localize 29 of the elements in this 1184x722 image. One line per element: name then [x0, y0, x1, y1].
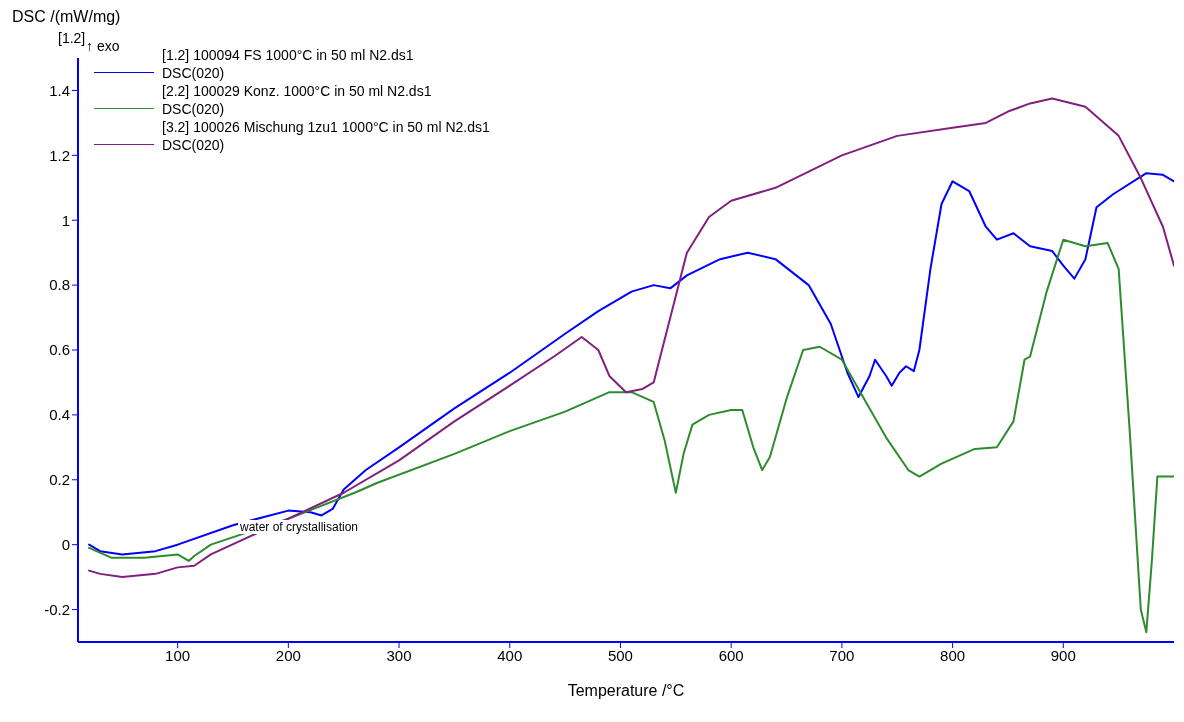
- y-tick-label: 1: [61, 211, 70, 229]
- y-tick-label: 0.4: [49, 406, 70, 424]
- x-tick-label: 300: [386, 646, 412, 664]
- y-tick-label: 0: [61, 535, 70, 553]
- legend-label: [3.2] 100026 Mischung 1zu1 1000°C in 50 ml N2.ds1 DSC(020): [162, 118, 490, 154]
- x-tick-label: 200: [275, 646, 301, 664]
- y-tick-label: 1.4: [49, 81, 70, 99]
- x-tick-label: 500: [607, 646, 633, 664]
- line-series: [88, 172, 1174, 556]
- y-tick-label: -0.2: [44, 600, 70, 618]
- x-axis-title: Temperature /°C: [567, 682, 685, 699]
- y-axis-title: DSC /(mW/mg): [12, 8, 121, 26]
- x-tick-label: 700: [829, 646, 855, 664]
- y-tick-label: 0.2: [49, 471, 70, 489]
- line-series: [88, 97, 1174, 579]
- y-tick-label: 0.6: [49, 341, 70, 359]
- x-tick-label: 800: [940, 646, 966, 664]
- x-tick-label: 600: [718, 646, 744, 664]
- legend-label: [2.2] 100029 Konz. 1000°C in 50 ml N2.ds1 DSC(020): [162, 82, 432, 118]
- line-series: [88, 238, 1174, 634]
- x-tick-label: 400: [497, 646, 523, 664]
- legend-label: [1.2] 100094 FS 1000°C in 50 ml N2.ds1 DSC(020): [162, 46, 414, 82]
- text: ↑ exo: [86, 38, 120, 54]
- y-tick-label: 0.8: [49, 276, 70, 294]
- x-tick-label: 100: [165, 646, 191, 664]
- x-tick-label: 900: [1050, 646, 1076, 664]
- y-tick-label: 1.2: [49, 146, 70, 164]
- annotation: water of crystallisation: [238, 520, 361, 534]
- text: [1.2]: [58, 30, 86, 46]
